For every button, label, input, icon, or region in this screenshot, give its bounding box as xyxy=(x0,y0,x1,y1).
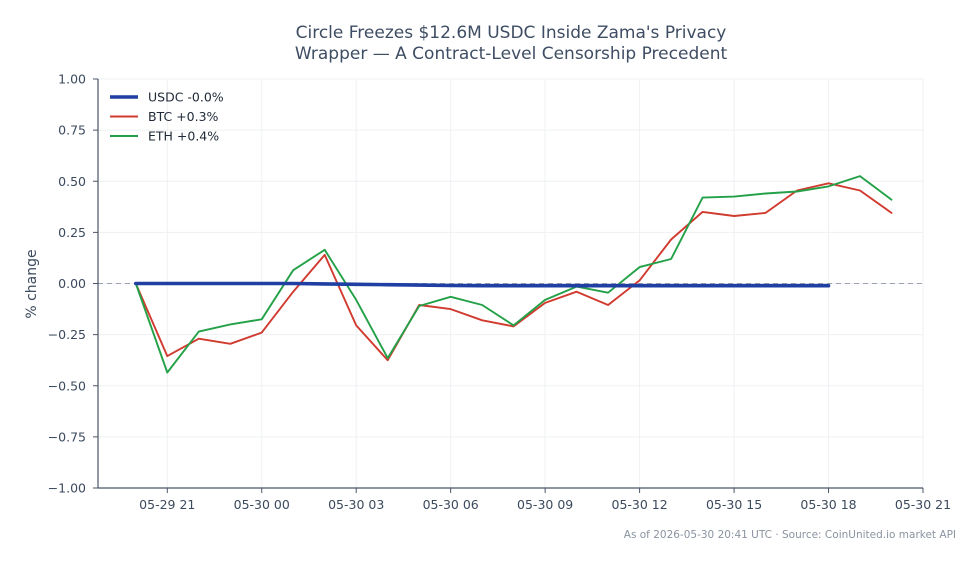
legend-label: USDC -0.0% xyxy=(148,90,224,105)
x-tick-label: 05-30 06 xyxy=(423,497,479,512)
x-tick-label: 05-30 12 xyxy=(612,497,668,512)
legend: USDC -0.0% BTC +0.3% ETH +0.4% xyxy=(110,90,224,144)
legend-label: ETH +0.4% xyxy=(148,129,219,144)
series-line-eth xyxy=(134,175,893,374)
y-tick-labels: 1.00 0.75 0.50 0.25 0.00 −0.25 −0.50 −0.75 −1.00 xyxy=(48,72,98,496)
x-tick-label: 05-30 15 xyxy=(706,497,762,512)
y-tick-label: 0.00 xyxy=(58,276,86,291)
x-tick-labels: 05-29 21 05-30 00 05-30 03 05-30 06 05-30 09… xyxy=(139,488,951,512)
x-tick-label: 05-29 21 xyxy=(139,497,195,512)
y-tick-label: 0.75 xyxy=(58,123,86,138)
y-axis-label: % change xyxy=(24,249,40,318)
chart-title: Circle Freezes $12.6M USDC Inside Zama's… xyxy=(295,23,728,64)
source-footnote: As of 2026-05-30 20:41 UTC · Source: Coi… xyxy=(624,529,956,541)
legend-label: BTC +0.3% xyxy=(148,109,219,124)
chart-title-line: Wrapper — A Contract-Level Censorship Pr… xyxy=(295,44,728,64)
x-tick-label: 05-30 03 xyxy=(328,497,384,512)
y-tick-label: −0.25 xyxy=(48,327,86,342)
x-tick-label: 05-30 00 xyxy=(234,497,290,512)
series-line-usdc xyxy=(134,281,831,288)
x-tick-label: 05-30 21 xyxy=(895,497,951,512)
series-lines xyxy=(134,175,893,374)
chart-title-line: Circle Freezes $12.6M USDC Inside Zama's… xyxy=(296,23,727,43)
y-tick-label: 0.50 xyxy=(58,174,86,189)
y-tick-label: 0.25 xyxy=(58,225,86,240)
y-tick-label: −0.75 xyxy=(48,429,86,444)
series-line-btc xyxy=(134,182,893,362)
x-tick-label: 05-30 09 xyxy=(517,497,573,512)
y-tick-label: −0.50 xyxy=(48,378,86,393)
x-tick-label: 05-30 18 xyxy=(800,497,856,512)
y-tick-label: 1.00 xyxy=(58,72,86,87)
y-tick-label: −1.00 xyxy=(48,481,86,496)
